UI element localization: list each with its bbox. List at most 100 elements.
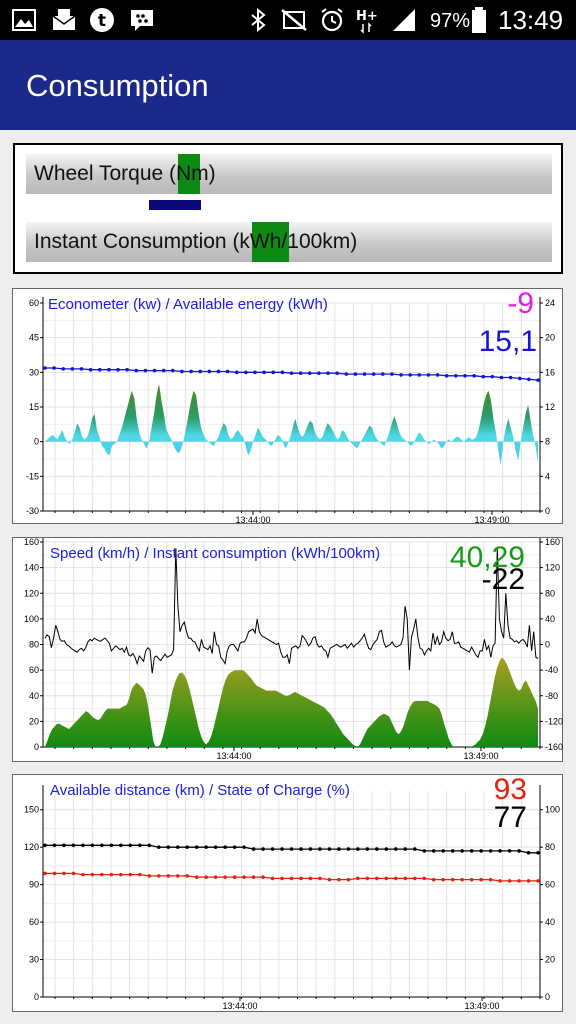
series-point	[262, 370, 266, 375]
series-point	[134, 368, 139, 373]
series-point	[61, 367, 66, 371]
series-point	[454, 374, 458, 378]
distance-value: 93	[493, 773, 527, 806]
series-point	[138, 843, 142, 848]
y-right-tick: 80	[545, 588, 555, 598]
series-point	[198, 369, 203, 374]
y-right-tick: 80	[545, 842, 555, 852]
series-point	[119, 843, 123, 848]
mail-icon	[52, 9, 76, 30]
wheel-torque-gauge: Wheel Torque (Nm)	[26, 154, 552, 194]
series-point	[356, 847, 360, 851]
series-point	[128, 872, 133, 877]
series-point	[289, 371, 294, 375]
speed-chart[interactable]: 0 20 40 60 80 100 120 140 160 -160 -120 -80 -40 0 40 80…	[12, 537, 563, 762]
series-point	[481, 374, 486, 379]
series-point	[390, 372, 394, 376]
y-right-tick: -120	[545, 716, 563, 726]
series-point	[171, 368, 175, 373]
series-point	[166, 845, 171, 849]
series-point	[299, 847, 303, 851]
distance-plot: 0 30 60 90 120 150 0 20 40 60 80 100 13:44:00 13:49:0…	[24, 785, 560, 1011]
series-point	[353, 372, 358, 376]
series-point	[308, 847, 313, 851]
speed-title: Speed (km/h) / Instant consumption (kWh/…	[50, 545, 381, 562]
wheel-torque-indicator	[149, 200, 201, 210]
series-point	[100, 843, 104, 848]
wheel-torque-label: Wheel Torque (Nm)	[34, 162, 216, 185]
series-point	[270, 876, 275, 881]
econometer-title: Econometer (kw) / Available energy (kWh)	[48, 296, 328, 313]
series-point	[490, 374, 495, 379]
series-point	[109, 872, 114, 877]
series-point	[194, 875, 199, 879]
series-point	[317, 371, 321, 375]
y-left-tick: 120	[24, 588, 39, 598]
series-point	[344, 372, 349, 376]
series-point	[450, 877, 455, 882]
wheel-torque-fill	[178, 154, 200, 194]
series-point	[403, 876, 408, 881]
y-right-tick: 20	[545, 333, 555, 343]
series-point	[223, 845, 227, 849]
series-point	[71, 871, 76, 876]
series-point	[180, 369, 184, 374]
series-point	[463, 374, 467, 378]
y-right-tick: 0	[545, 640, 550, 650]
series-point	[426, 373, 431, 377]
series-point	[422, 876, 427, 881]
series-point	[81, 843, 85, 848]
y-left-tick: 150	[24, 805, 39, 815]
y-left-tick: 0	[34, 437, 39, 447]
series-point	[450, 849, 455, 853]
y-right-tick: -40	[545, 665, 558, 675]
series-point	[43, 843, 47, 848]
series-point	[152, 368, 157, 373]
series-point	[223, 875, 227, 879]
series-point	[234, 370, 239, 375]
series-point	[526, 851, 531, 855]
series-point	[536, 879, 540, 883]
series-point	[479, 877, 483, 882]
series-point	[393, 847, 398, 851]
series-point	[517, 376, 522, 381]
svg-text:t: t	[98, 11, 106, 31]
series-point	[362, 372, 367, 376]
series-point	[88, 367, 93, 372]
series-point	[100, 872, 104, 877]
series-point	[52, 843, 57, 848]
gauges-panel: Wheel Torque (Nm) Instant Consumption (k…	[13, 143, 563, 274]
econometer-chart[interactable]: -30 -15 0 15 30 45 60 0 4 8 12 16 20 24 13:44:00 13:49:…	[12, 287, 563, 525]
y-left-tick: 60	[29, 917, 39, 927]
series-point	[337, 877, 341, 882]
series-point	[213, 845, 218, 849]
bluetooth-icon	[251, 7, 266, 33]
speed-value: 40,29	[449, 541, 525, 574]
series-point	[175, 874, 180, 878]
bbm-icon	[131, 10, 153, 31]
series-point	[156, 874, 161, 878]
soc-value: 77	[493, 801, 527, 834]
series-point	[460, 849, 464, 853]
y-left-tick: 160	[24, 538, 39, 547]
y-left-tick: 140	[24, 563, 39, 573]
signal-icon	[393, 9, 415, 31]
series-point	[280, 847, 284, 851]
series-point	[399, 373, 403, 377]
series-point	[147, 874, 152, 878]
y-left-tick: 15	[29, 402, 39, 412]
series-point	[90, 872, 95, 877]
series-point	[244, 370, 248, 375]
y-right-tick: 4	[545, 471, 550, 481]
series-point	[242, 875, 246, 879]
y-left-tick: 120	[24, 842, 39, 852]
series-point	[97, 367, 102, 372]
series-point	[380, 372, 385, 376]
y-left-tick: 20	[29, 716, 39, 726]
series-point	[412, 876, 417, 881]
series-point	[479, 849, 483, 853]
series-point	[488, 877, 493, 882]
distance-chart[interactable]: 0 30 60 90 120 150 0 20 40 60 80 100 13:44:00 13:49:0…	[12, 773, 563, 1012]
y-left-tick: 60	[29, 298, 39, 308]
series-point	[43, 366, 47, 370]
